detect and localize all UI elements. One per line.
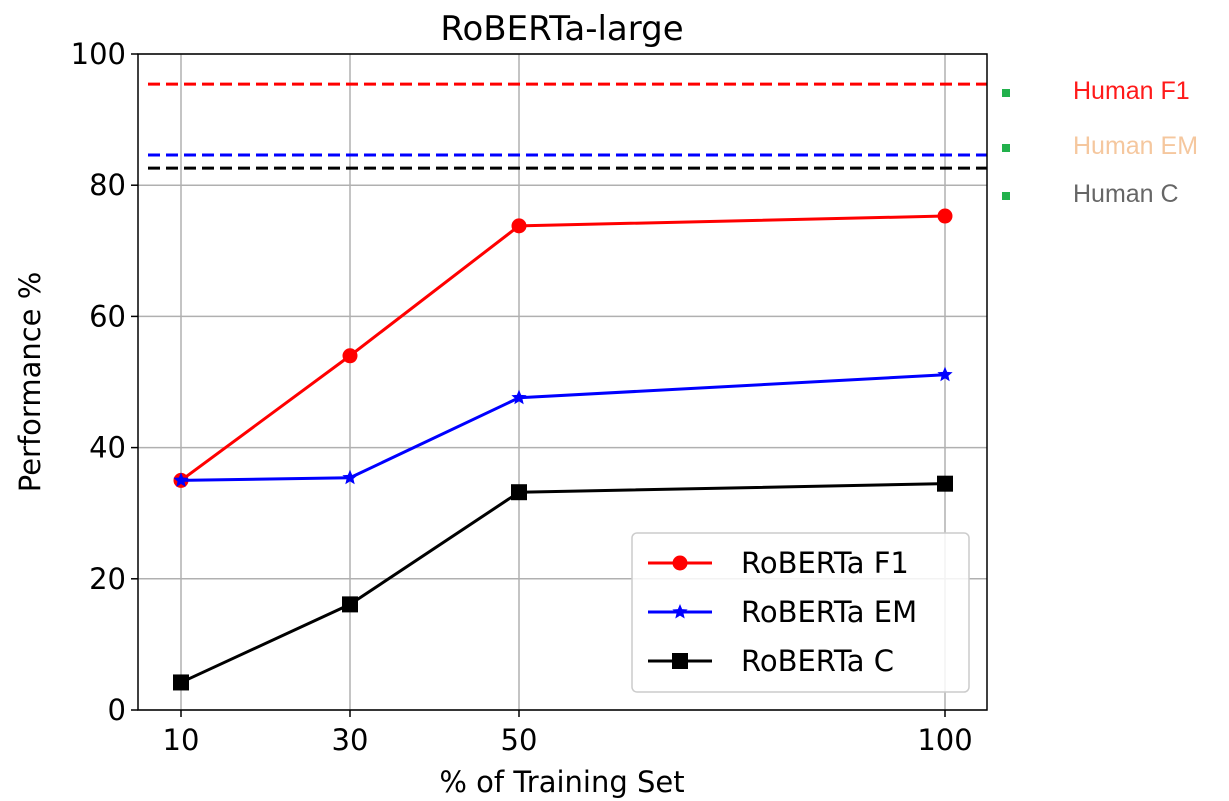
human-labels: Human F1 Human EM Human C	[1002, 77, 1198, 208]
plot-frame	[137, 53, 988, 711]
reference-label: Human F1	[1073, 77, 1190, 105]
legend-label: RoBERTa F1	[741, 546, 909, 580]
legend-label: RoBERTa C	[741, 644, 894, 678]
y-ticks: 0 20 40 60 80 100	[71, 37, 138, 727]
data-point	[342, 596, 358, 613]
series-line	[180, 482, 946, 684]
data-point	[672, 604, 688, 619]
data-point	[173, 674, 189, 691]
series	[173, 475, 953, 691]
reference-label: Human C	[1073, 180, 1179, 208]
reference-lines	[148, 82, 987, 170]
x-tick-label: 10	[163, 723, 200, 757]
data-point	[937, 366, 953, 382]
series-line	[180, 373, 946, 482]
y-tick-label: 100	[71, 37, 126, 71]
x-tick-label: 50	[501, 723, 538, 757]
y-tick-label: 80	[89, 168, 126, 202]
data-point	[342, 469, 358, 485]
legend: RoBERTa F1 RoBERTa EM RoBERTa C	[631, 532, 970, 693]
x-ticks: 10 30 50 100	[163, 710, 973, 757]
data-point	[511, 484, 527, 501]
y-tick-label: 0	[108, 693, 126, 727]
legend-label: RoBERTa EM	[741, 595, 917, 629]
series-line	[180, 214, 946, 482]
data-point	[937, 475, 953, 492]
data-point	[173, 472, 189, 487]
legend-items: RoBERTa F1 RoBERTa EM RoBERTa C	[648, 546, 917, 678]
series	[173, 366, 953, 487]
data-point	[342, 348, 358, 364]
data-point	[937, 208, 953, 224]
y-tick-label: 20	[89, 562, 126, 596]
y-axis-label: Performance %	[13, 272, 47, 493]
reference-marker	[1002, 89, 1010, 97]
x-tick-label: 30	[332, 723, 369, 757]
data-point	[511, 218, 527, 234]
x-axis-label: % of Training Set	[439, 765, 684, 799]
data-point	[672, 653, 688, 669]
reference-label: Human EM	[1073, 132, 1198, 160]
chart-title: RoBERTa-large	[440, 9, 683, 49]
x-tick-label: 100	[917, 723, 972, 757]
series-group	[173, 208, 953, 691]
data-point	[672, 555, 688, 571]
y-tick-label: 60	[89, 299, 126, 333]
reference-marker	[1002, 192, 1010, 200]
data-point	[511, 389, 527, 405]
legend-box	[631, 532, 970, 693]
y-tick-label: 40	[89, 431, 126, 465]
reference-marker	[1002, 144, 1010, 152]
